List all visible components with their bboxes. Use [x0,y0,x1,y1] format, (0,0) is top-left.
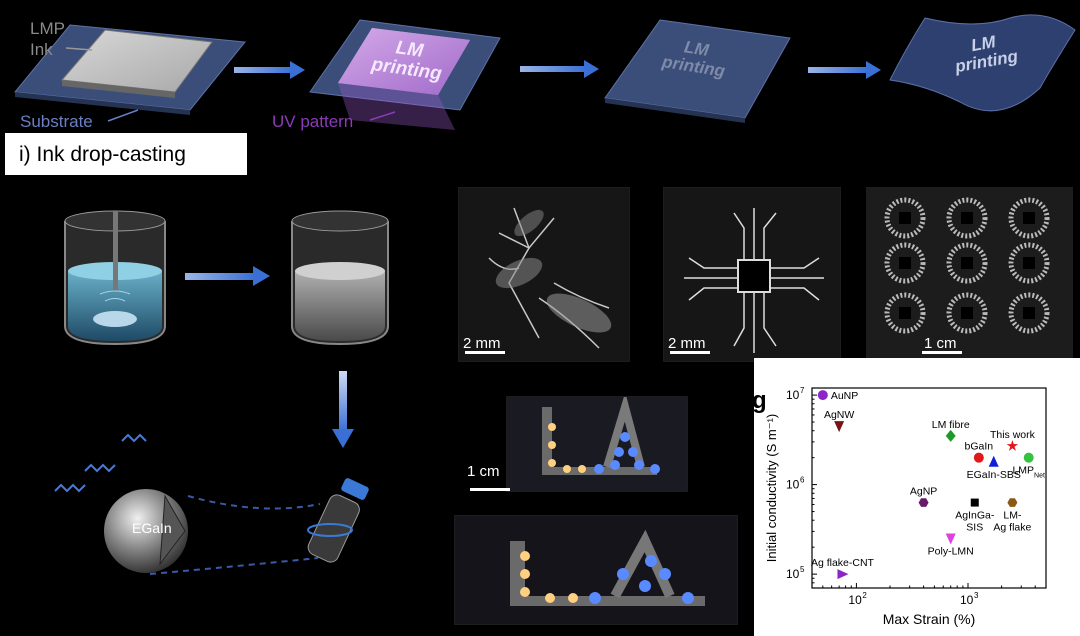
led-la-photo-2 [454,515,738,625]
y-axis-label: Initial conductivity (S m⁻¹) [764,414,779,562]
chip-print-photo [663,187,841,362]
data-point [1007,498,1018,507]
data-point [988,455,999,467]
panel-letter: g [754,387,767,414]
y-tick-exponent: 7 [800,386,805,395]
point-label: bGaIn [965,441,994,453]
uv-pattern-label: UV pattern [272,112,354,131]
flower-pattern [465,207,612,354]
x-tick-exponent: 2 [862,591,867,600]
chip-pattern [670,208,824,354]
flower-scale-label: 2 mm [463,335,501,352]
point-label: LM- [1003,510,1022,522]
ink-preparation-illustration [54,210,389,575]
substrate-pointer [107,109,139,122]
y-tick-exponent: 6 [800,476,805,485]
point-label: AgNP [910,486,937,498]
data-point [945,429,956,442]
data-point [970,498,979,507]
step-label-box: i) Ink drop-casting [5,133,247,175]
y-tick-label: 10 [786,478,800,492]
led-la-pattern-1 [542,397,660,475]
egain-droplet [104,489,188,573]
array-print-photo [866,187,1073,362]
y-tick-label: 10 [786,388,800,402]
flexible-substrate-4 [889,14,1076,112]
point-label: Ag flake-CNT [811,557,875,569]
array-scale-label: 1 cm [924,335,957,352]
x-tick-label: 10 [960,593,974,607]
conductivity-chart-panel: g 10 2 10 3 10 5 10 6 10 7 Max Strain (%) Initial co… [752,358,1080,636]
process-arrow-2 [520,60,599,78]
led-la-pattern-2 [510,529,705,606]
lmp-label-line-1: LMP [30,19,65,38]
x-tick-label: 10 [848,593,862,607]
point-label: AgInGa- [955,510,995,522]
point-label: Ag flake [993,522,1031,534]
sonication-beaker [64,210,166,346]
array-pattern [884,197,1050,354]
point-label: EGaIn-SBS [967,469,1021,481]
process-illustrations [14,14,1076,130]
point-label: This work [990,429,1036,441]
y-tick-label: 10 [786,567,800,581]
data-point [1006,439,1019,451]
substrate-plate-1 [14,24,246,115]
substrate-plate-2 [309,19,501,130]
prep-arrow-right [185,266,270,286]
data-point [918,498,929,507]
led-la-photo-1 [506,396,688,492]
data-point [945,533,956,545]
egain-label: EGaIn [132,520,172,536]
chip-scale-label: 2 mm [668,335,706,352]
process-arrow-1 [234,61,305,79]
point-label: AuNP [831,390,858,402]
plot-frame [811,387,1047,589]
led-scale-bar [470,488,510,491]
point-label: Poly-LMN [928,546,974,558]
data-point [817,390,828,401]
zoom-dashed-line-top [187,495,321,510]
sonicated-vial [307,478,369,563]
substrate-label: Substrate [20,112,93,131]
process-arrow-3 [808,61,881,79]
prep-arrow-down [332,371,354,448]
ink-beaker [291,210,389,346]
lmp-ink-label: LMP Ink [30,18,65,60]
data-point [837,569,849,580]
uv-pattern-pointer [369,111,396,121]
lmp-ink-pointer [65,47,93,51]
point-label: AgNW [824,409,854,421]
top-process-row: LMP Ink Substrate UV pattern LM printing… [0,0,1080,180]
led-scale-label: 1 cm [467,463,500,480]
x-axis-label: Max Strain (%) [883,611,976,627]
ultrasound-waves [54,433,147,493]
x-tick-exponent: 3 [974,591,979,600]
ink-label-line-2: Ink [30,40,53,59]
data-point [1023,452,1034,463]
y-tick-exponent: 5 [800,565,805,574]
data-point [973,452,984,463]
point-label: LM fibre [932,419,970,431]
substrate-plate-3 [604,19,791,123]
flower-print-photo [458,187,630,362]
point-label: SIS [966,522,983,534]
data-point [834,421,845,433]
